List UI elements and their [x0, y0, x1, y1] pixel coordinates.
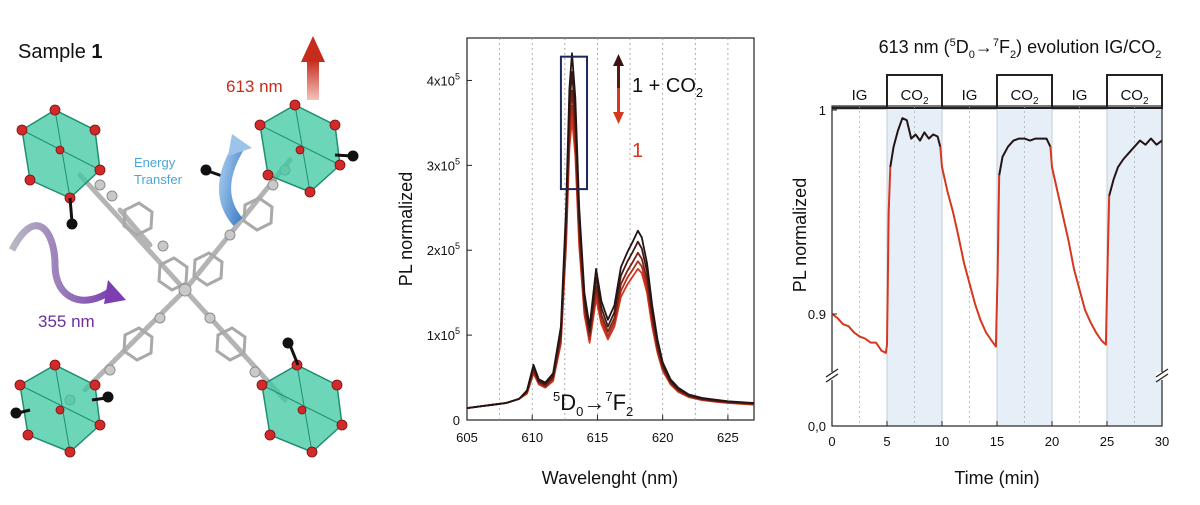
- linker-rings: [122, 196, 274, 362]
- sample-label: Sample 1: [18, 41, 103, 63]
- time-y-tick-label: 0,0: [808, 419, 826, 434]
- time-x-tick-label: 15: [990, 434, 1004, 449]
- excitation-arrow: [8, 222, 115, 304]
- spectrum-y-tick-label: 4x105: [427, 71, 460, 88]
- legend-sample-label: 1: [632, 140, 643, 162]
- emission-spectrum-chart: 605 610 615 620 625 0 1x105 2x105 3x105 4x105 1 …: [370, 0, 790, 500]
- excitation-arrowhead: [104, 280, 126, 304]
- time-x-axis-label: Time (min): [954, 468, 1039, 488]
- spectrum-x-tick-label: 625: [717, 430, 739, 445]
- co2-phase-label: CO2: [900, 87, 929, 107]
- co2-segment-line: [889, 117, 942, 168]
- excitation-label: 355 nm: [38, 312, 95, 331]
- ig-phase-label: IG: [1072, 87, 1088, 104]
- legend-co2-label: 1 + CO2: [632, 75, 703, 100]
- time-evolution-plot: 613 nm (5D0→7F2) evolution IG/CO2 IG CO2 I…: [790, 37, 1169, 488]
- co2-phase-header: [886, 74, 943, 109]
- time-y-axis-label: PL normalized: [790, 178, 810, 292]
- time-evolution-chart: 613 nm (5D0→7F2) evolution IG/CO2 IG CO2 I…: [790, 0, 1200, 500]
- time-x-tick-label: 30: [1155, 434, 1169, 449]
- spectrum-y-axis-label: PL normalized: [396, 172, 416, 286]
- time-gridlines: [859, 106, 1135, 426]
- ig-segment-line: [1049, 146, 1111, 346]
- ig-segment-line: [939, 146, 1001, 348]
- spectrum-x-tick-label: 610: [521, 430, 543, 445]
- emission-arrow-shaft: [307, 60, 319, 100]
- energy-transfer-label-line2: Transfer: [134, 172, 183, 187]
- time-x-tick-label: 0: [828, 434, 835, 449]
- legend-down-arrow-shaft: [617, 88, 620, 116]
- ig-phase-label: IG: [962, 87, 978, 104]
- spectrum-x-tick-label: 615: [587, 430, 609, 445]
- co2-phase-label: CO2: [1120, 87, 1149, 107]
- spectrum-x-tick-label: 605: [456, 430, 478, 445]
- peak-highlight-box: [559, 55, 589, 191]
- energy-transfer-arrow: [219, 144, 244, 226]
- legend-up-arrow-shaft: [617, 62, 620, 90]
- spectrum-series-group: [466, 52, 755, 409]
- oxygen-atoms: [14, 99, 348, 458]
- time-y-tick-label: 0.9: [808, 307, 826, 322]
- spectrum-x-tick-label: 620: [652, 430, 674, 445]
- emission-arrow-head: [301, 36, 325, 62]
- structure-illustration-panel: Sample 1 613 nm: [0, 0, 370, 500]
- time-x-tick-label: 25: [1100, 434, 1114, 449]
- legend-up-arrow-head: [613, 54, 624, 66]
- spectrum-plot-frame: [466, 37, 755, 421]
- co2-segment-line: [1108, 137, 1163, 196]
- legend-down-arrow-head: [613, 112, 624, 124]
- spectrum-plot: 605 610 615 620 625 0 1x105 2x105 3x105 4x105 1 …: [396, 37, 755, 488]
- axis-break-right: [1155, 368, 1169, 383]
- energy-transfer-arrowhead: [228, 134, 252, 156]
- time-series-group: [831, 117, 1163, 354]
- spectrum-x-axis-label: Wavelenght (nm): [542, 468, 678, 488]
- emission-label: 613 nm: [226, 77, 283, 96]
- spectrum-y-tick-label: 0: [453, 413, 460, 428]
- time-x-tick-label: 20: [1045, 434, 1059, 449]
- spectrum-y-tick-label: 2x105: [427, 241, 460, 258]
- time-y-tick-label: 1: [819, 103, 826, 118]
- time-y-ticks: 0.9 1 0,0: [808, 103, 837, 434]
- transition-label: 5D0→7F2: [553, 389, 633, 419]
- time-chart-title: 613 nm (5D0→7F2) evolution IG/CO2: [879, 37, 1162, 61]
- co2-phase-label: CO2: [1010, 87, 1039, 107]
- co2-phase-header: [1106, 74, 1163, 109]
- energy-transfer-label-line1: Energy: [134, 155, 176, 170]
- time-x-tick-label: 10: [935, 434, 949, 449]
- spectrum-y-tick-label: 1x105: [427, 326, 460, 343]
- co2-segment-line: [998, 137, 1052, 176]
- ig-segment-line: [831, 167, 892, 354]
- time-x-tick-label: 5: [883, 434, 890, 449]
- spectrum-x-ticks: 605 610 615 620 625: [456, 415, 739, 445]
- structure-illustration: Sample 1 613 nm: [8, 36, 359, 458]
- spectrum-series-line: [466, 52, 755, 409]
- time-x-ticks: 0 5 10 15 20 25 30: [828, 421, 1169, 449]
- ig-phase-label: IG: [852, 87, 868, 104]
- spectrum-y-tick-label: 3x105: [427, 156, 460, 173]
- spectrum-y-ticks: 0 1x105 2x105 3x105 4x105: [427, 71, 472, 428]
- axis-break-left: [825, 368, 839, 383]
